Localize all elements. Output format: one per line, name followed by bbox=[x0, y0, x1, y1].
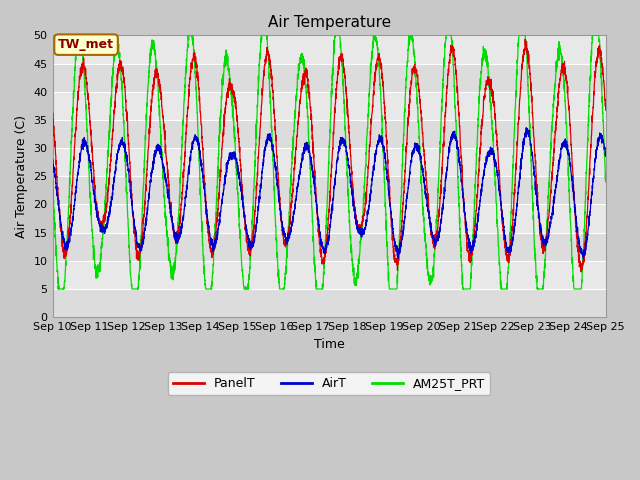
AM25T_PRT bbox=[49, 181, 56, 187]
AirT bbox=[167, 209, 175, 215]
PanelT bbox=[383, 148, 391, 154]
Title: Air Temperature: Air Temperature bbox=[268, 15, 390, 30]
AirT bbox=[602, 153, 609, 159]
PanelT bbox=[49, 114, 56, 120]
AM25T_PRT bbox=[74, 33, 82, 38]
Line: AirT: AirT bbox=[52, 128, 605, 259]
AirT bbox=[203, 211, 211, 217]
AM25T_PRT bbox=[602, 172, 609, 178]
AirT bbox=[580, 256, 588, 262]
AM25T_PRT bbox=[168, 276, 175, 282]
PanelT bbox=[549, 154, 557, 160]
AM25T_PRT bbox=[54, 286, 62, 292]
AM25T_PRT bbox=[602, 179, 609, 185]
AM25T_PRT bbox=[393, 286, 401, 292]
Y-axis label: Air Temperature (C): Air Temperature (C) bbox=[15, 115, 28, 238]
Bar bbox=[52, 92, 605, 120]
Line: PanelT: PanelT bbox=[52, 39, 605, 272]
PanelT bbox=[203, 220, 211, 226]
Line: AM25T_PRT: AM25T_PRT bbox=[52, 36, 605, 289]
AirT bbox=[49, 158, 56, 164]
AM25T_PRT bbox=[204, 286, 211, 292]
PanelT bbox=[167, 206, 175, 212]
Bar bbox=[52, 261, 605, 289]
AirT bbox=[383, 173, 391, 179]
Bar bbox=[52, 36, 605, 63]
Bar bbox=[52, 204, 605, 233]
PanelT bbox=[602, 107, 609, 113]
AM25T_PRT bbox=[383, 245, 391, 251]
PanelT bbox=[393, 256, 401, 262]
Legend: PanelT, AirT, AM25T_PRT: PanelT, AirT, AM25T_PRT bbox=[168, 372, 490, 396]
Bar bbox=[52, 233, 605, 261]
Bar bbox=[52, 120, 605, 148]
PanelT bbox=[522, 36, 529, 42]
AirT bbox=[549, 206, 557, 212]
X-axis label: Time: Time bbox=[314, 337, 344, 350]
AirT bbox=[393, 248, 401, 254]
AirT bbox=[602, 150, 609, 156]
AM25T_PRT bbox=[550, 103, 557, 108]
Bar bbox=[52, 289, 605, 317]
Text: TW_met: TW_met bbox=[58, 38, 114, 51]
Bar bbox=[52, 176, 605, 204]
Bar bbox=[52, 148, 605, 176]
PanelT bbox=[602, 99, 609, 105]
Bar bbox=[52, 63, 605, 92]
AirT bbox=[522, 125, 530, 131]
PanelT bbox=[577, 269, 585, 275]
